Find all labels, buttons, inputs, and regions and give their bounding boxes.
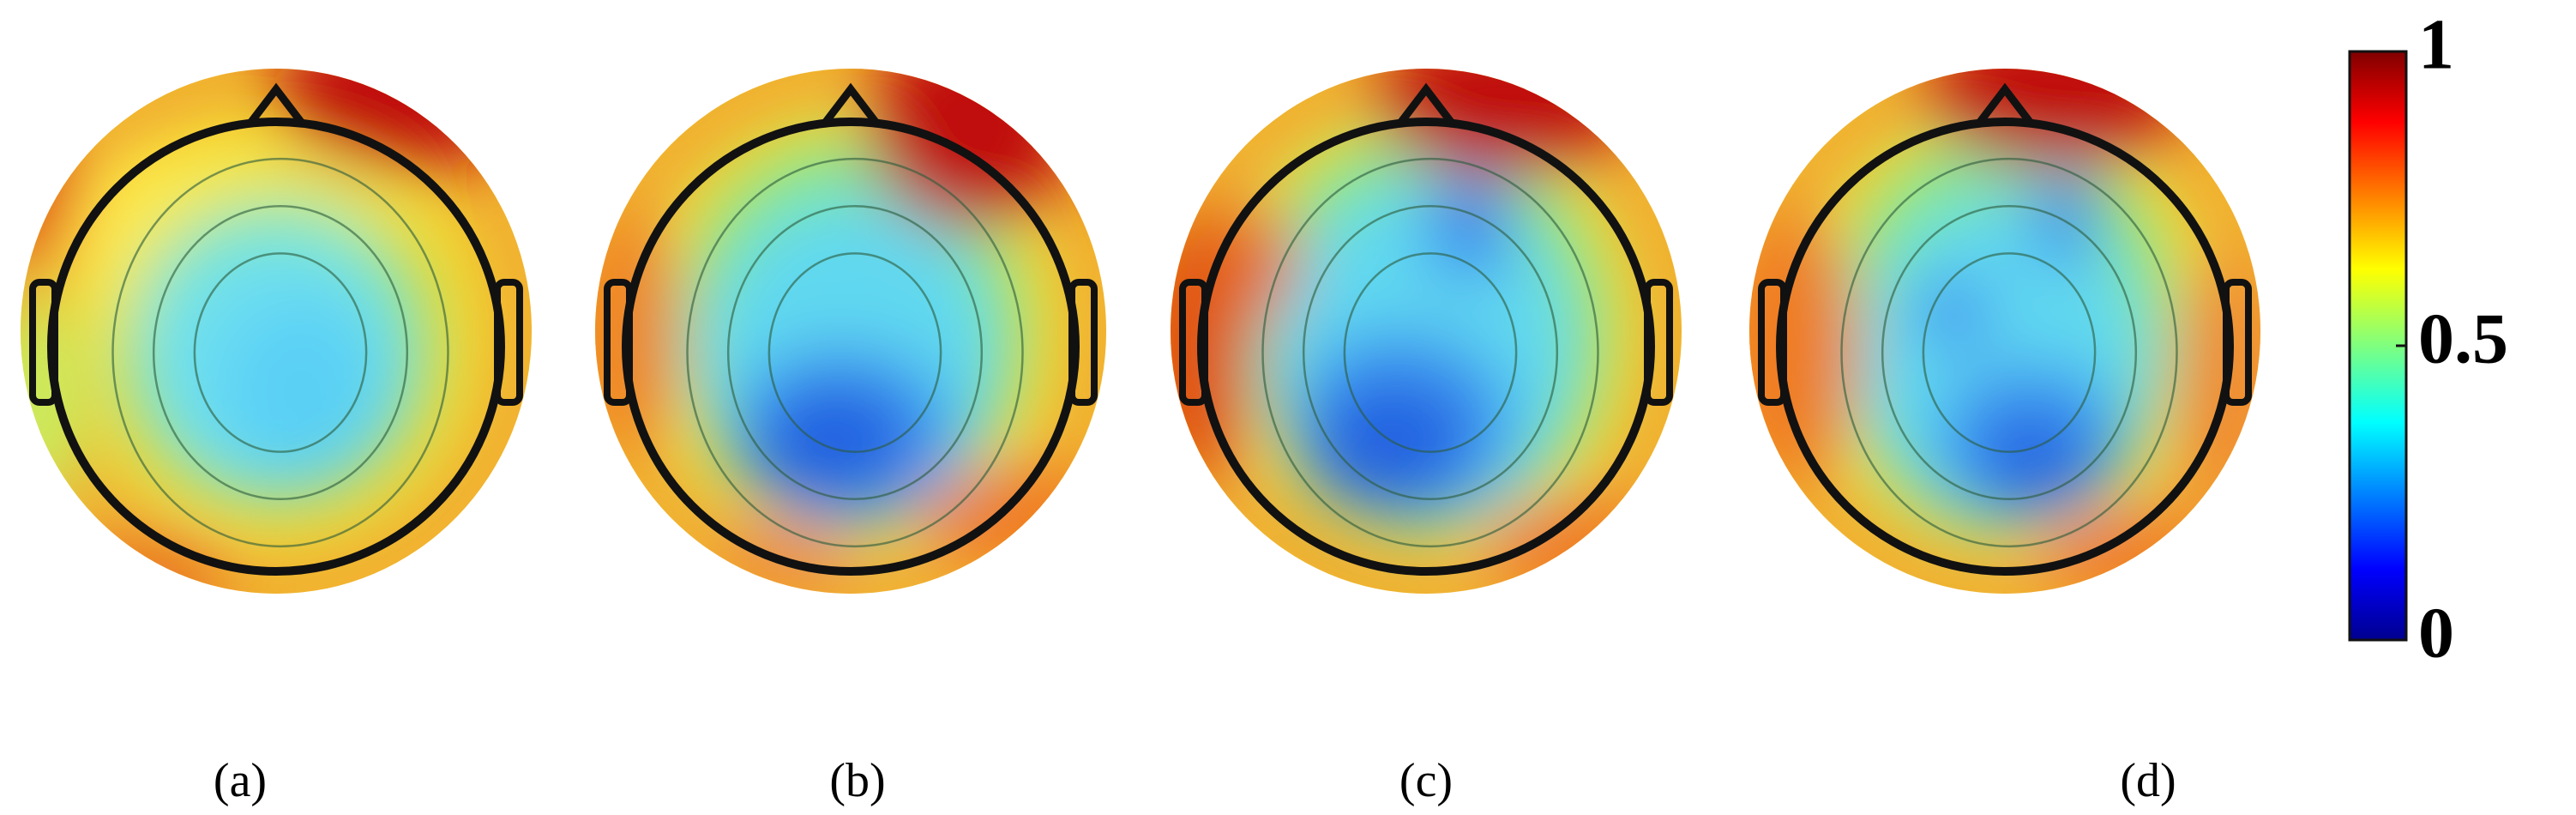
topomap-region [919, 468, 1106, 571]
ear [604, 279, 633, 406]
contour [726, 205, 984, 500]
ear [29, 279, 58, 406]
contour [152, 205, 409, 500]
topomap-region [1749, 211, 1859, 486]
topomap-blobs [1171, 69, 1682, 594]
topomap-region [1375, 69, 1632, 177]
topomap-region [1979, 417, 2082, 503]
topomap [21, 69, 532, 594]
nose [820, 82, 882, 128]
topomap-region [2031, 177, 2099, 263]
panel-label: (c) [1399, 754, 1453, 807]
topomap [595, 69, 1106, 594]
contour [767, 252, 942, 453]
topomap-region [276, 69, 532, 168]
ear [1644, 279, 1673, 406]
ear [1758, 279, 1787, 406]
topomap-region [1315, 383, 1469, 503]
ear [2223, 279, 2252, 406]
topomap-fill [1171, 69, 1682, 594]
contour [1881, 205, 2138, 500]
topomap-region [1212, 202, 1297, 323]
topomap-fill [1749, 69, 2260, 594]
topomap [1749, 69, 2260, 594]
topomap-region [1928, 69, 2185, 168]
topomap-blobs [1749, 69, 2260, 594]
colorbar-tick-label: 1 [2418, 4, 2454, 84]
topomap-region [1919, 280, 1988, 348]
topomap-region [1426, 177, 1512, 280]
contour [1840, 157, 2178, 548]
topomap-region [216, 297, 388, 486]
nose [1974, 82, 2036, 128]
panel-label: (d) [2120, 754, 2176, 807]
contour [686, 157, 1024, 548]
panel-label: (b) [829, 754, 885, 807]
colorbar-tick-label: 0.5 [2418, 299, 2508, 378]
ear [1179, 279, 1208, 406]
contour [193, 252, 368, 453]
contour [1343, 252, 1518, 453]
ear [1068, 279, 1098, 406]
colorbar [2348, 50, 2408, 642]
topomap-fill [595, 69, 1106, 594]
contour [111, 157, 449, 548]
topomap [1171, 69, 1682, 594]
nose [245, 82, 307, 128]
ear [494, 279, 523, 406]
nose [1395, 82, 1457, 128]
contour [1261, 157, 1599, 548]
topomap-region [756, 383, 911, 503]
colorbar-tick-label: 0 [2418, 593, 2454, 673]
contour [1922, 252, 2097, 453]
contour [1302, 205, 1559, 500]
panel-label: (a) [214, 754, 267, 807]
